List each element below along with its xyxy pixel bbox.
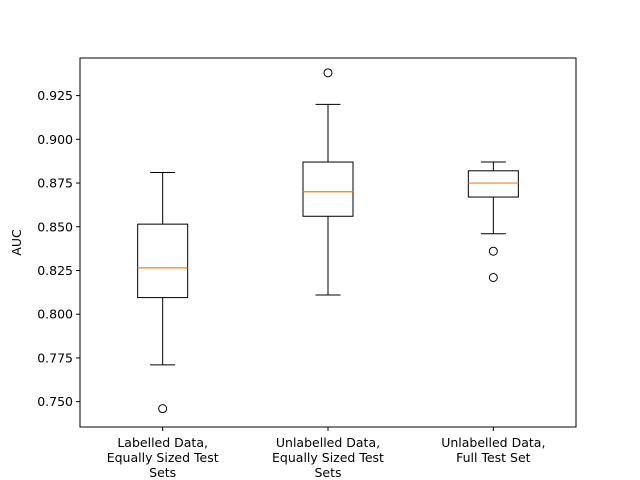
outlier-point <box>488 272 498 282</box>
y-tick-label: 0.800 <box>37 307 73 322</box>
x-tick-label: Unlabelled Data, Equally Sized Test Sets <box>272 435 384 480</box>
x-tick-label-line: Sets <box>314 465 341 480</box>
box-series-group <box>137 68 519 414</box>
x-tick-label-line: Equally Sized Test <box>272 450 384 465</box>
x-tick-label: Unlabelled Data, Full Test Set <box>441 435 545 465</box>
y-tick-label: 0.825 <box>37 263 73 278</box>
box-1 <box>137 172 189 414</box>
y-tick-label: 0.850 <box>37 219 73 234</box>
y-tick-label: 0.750 <box>37 394 73 409</box>
box-2 <box>302 68 354 296</box>
x-tick-label-line: Sets <box>149 465 176 480</box>
y-axis-ticks: 0.750 0.775 0.800 0.825 0.850 0.875 0.900 0.925 <box>37 88 80 409</box>
x-tick-label: Labelled Data, Equally Sized Test Sets <box>107 435 219 480</box>
iqr-box <box>467 170 519 198</box>
x-tick-label-line: Full Test Set <box>456 450 531 465</box>
iqr-box <box>302 161 354 217</box>
x-axis-ticks: Labelled Data, Equally Sized Test SetsUnla… <box>107 427 545 480</box>
y-tick-label: 0.900 <box>37 132 73 147</box>
y-axis-title: AUC <box>9 229 24 256</box>
box-3 <box>467 161 519 282</box>
x-tick-label-line: Unlabelled Data, <box>276 435 380 450</box>
x-tick-label-line: Equally Sized Test <box>107 450 219 465</box>
x-tick-label-line: Labelled Data, <box>117 435 208 450</box>
x-tick-label-line: Unlabelled Data, <box>441 435 545 450</box>
outlier-point <box>323 68 333 78</box>
y-tick-label: 0.925 <box>37 88 73 103</box>
outlier-point <box>158 404 168 414</box>
iqr-box <box>137 223 189 299</box>
y-tick-label: 0.775 <box>37 350 73 365</box>
outlier-point <box>488 246 498 256</box>
y-tick-label: 0.875 <box>37 176 73 191</box>
